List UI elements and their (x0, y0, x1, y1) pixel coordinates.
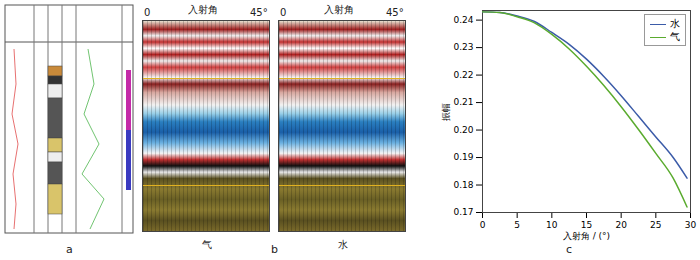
html-text:水: 水 (670, 18, 680, 29)
html-text:入射角: 入射角 (188, 4, 218, 15)
svg-text:0.22: 0.22 (453, 70, 473, 80)
svg-text:入射角 / (°): 入射角 / (°) (563, 231, 610, 241)
html-text:a: a (66, 243, 73, 256)
svg-text:0.21: 0.21 (453, 97, 473, 107)
svg-text:20: 20 (615, 220, 627, 230)
html-text:0: 0 (144, 7, 151, 18)
svg-text:15: 15 (581, 220, 592, 230)
svg-text:0: 0 (480, 220, 486, 230)
svg-text:振幅: 振幅 (441, 103, 451, 121)
svg-text:10: 10 (546, 220, 558, 230)
svg-text:0.23: 0.23 (453, 42, 473, 52)
svg-text:0.24: 0.24 (453, 15, 473, 25)
svg-text:0.17: 0.17 (453, 207, 473, 217)
svg-text:0.19: 0.19 (453, 152, 473, 162)
html-text:气: 气 (202, 239, 212, 250)
html-text:入射角: 入射角 (324, 4, 354, 15)
svg-text:5: 5 (514, 220, 520, 230)
html-text:0: 0 (280, 7, 287, 18)
svg-text:0.18: 0.18 (453, 180, 473, 190)
html-text:b: b (271, 243, 278, 256)
html-text:45°: 45° (250, 7, 268, 18)
html-text:气: 气 (670, 31, 680, 42)
html-text:c: c (566, 243, 573, 256)
svg-text:25: 25 (650, 220, 661, 230)
html-text:45°: 45° (386, 7, 404, 18)
svg-text:30: 30 (685, 220, 697, 230)
svg-text:0.20: 0.20 (453, 125, 473, 135)
html-text:水: 水 (338, 239, 348, 250)
